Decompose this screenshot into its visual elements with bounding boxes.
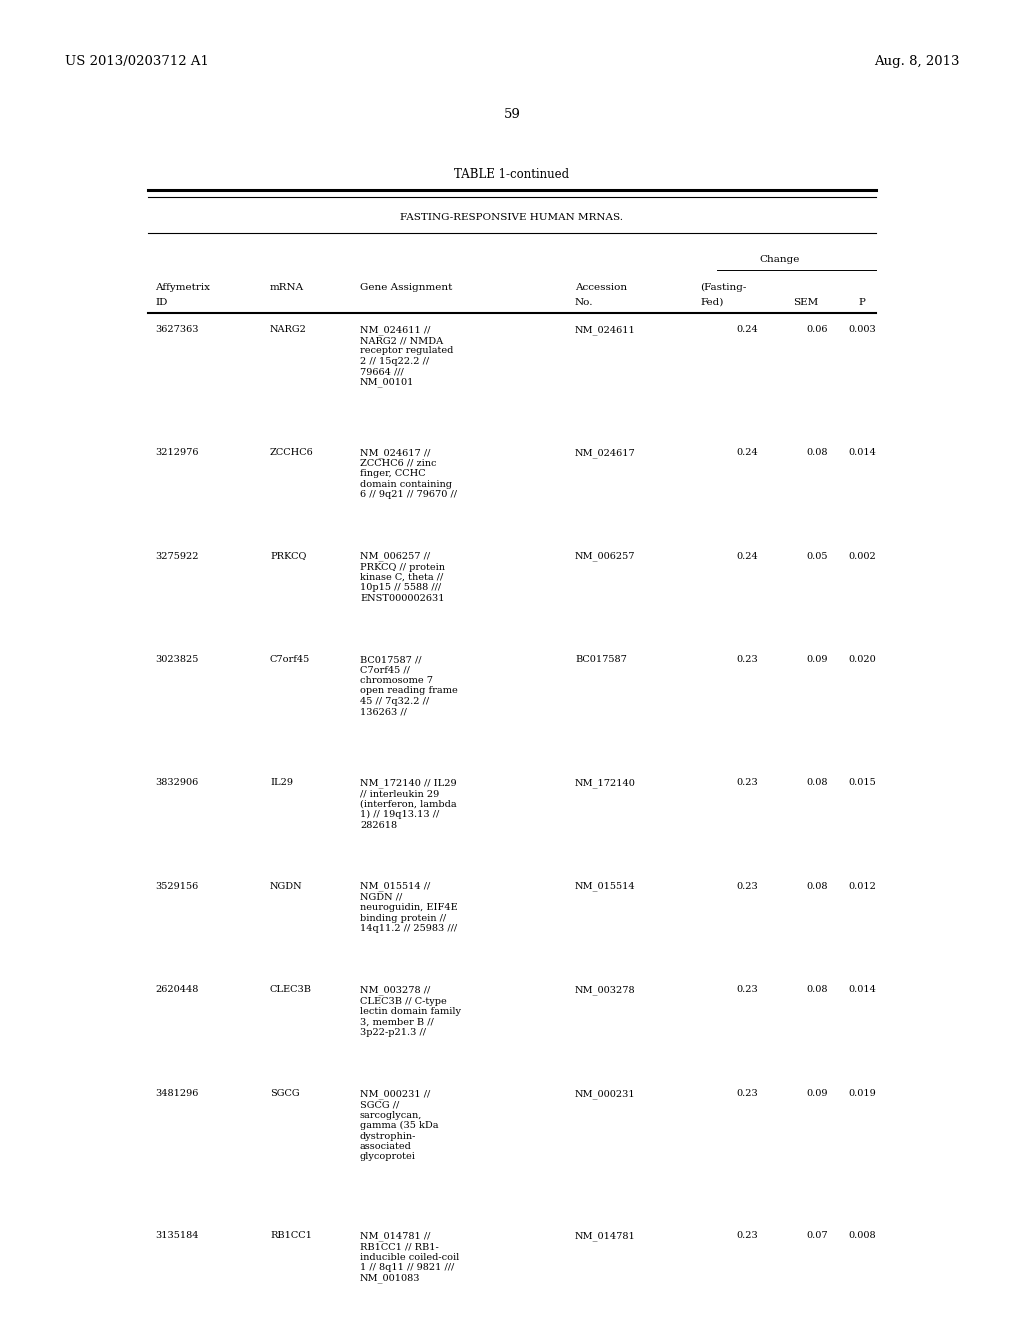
Text: 0.015: 0.015 [848,777,876,787]
Text: IL29: IL29 [270,777,293,787]
Text: 0.09: 0.09 [807,655,828,664]
Text: 2620448: 2620448 [155,986,199,994]
Text: 0.08: 0.08 [807,986,828,994]
Text: NM_024617: NM_024617 [575,447,636,458]
Text: 0.07: 0.07 [806,1232,828,1241]
Text: 3529156: 3529156 [155,882,199,891]
Text: 0.23: 0.23 [736,1089,758,1098]
Text: 0.24: 0.24 [736,552,758,561]
Text: BC017587 //
C7orf45 //
chromosome 7
open reading frame
45 // 7q32.2 //
136263 //: BC017587 // C7orf45 // chromosome 7 open… [360,655,458,717]
Text: P: P [858,298,865,308]
Text: 0.08: 0.08 [807,777,828,787]
Text: Affymetrix: Affymetrix [155,282,210,292]
Text: NM_000231: NM_000231 [575,1089,636,1098]
Text: 59: 59 [504,108,520,121]
Text: 3135184: 3135184 [155,1232,199,1241]
Text: 0.23: 0.23 [736,655,758,664]
Text: PRKCQ: PRKCQ [270,552,306,561]
Text: NM_172140: NM_172140 [575,777,636,788]
Text: NM_172140 // IL29
// interleukin 29
(interferon, lambda
1) // 19q13.13 //
282618: NM_172140 // IL29 // interleukin 29 (int… [360,777,457,829]
Text: BC017587: BC017587 [575,655,627,664]
Text: SGCG: SGCG [270,1089,300,1098]
Text: FASTING-RESPONSIVE HUMAN MRNAS.: FASTING-RESPONSIVE HUMAN MRNAS. [400,213,624,222]
Text: mRNA: mRNA [270,282,304,292]
Text: 0.23: 0.23 [736,777,758,787]
Text: 0.08: 0.08 [807,882,828,891]
Text: NM_024611 //
NARG2 // NMDA
receptor regulated
2 // 15q22.2 //
79664 ///
NM_00101: NM_024611 // NARG2 // NMDA receptor regu… [360,325,454,387]
Text: 3832906: 3832906 [155,777,199,787]
Text: 0.014: 0.014 [848,447,876,457]
Text: NM_006257: NM_006257 [575,552,636,561]
Text: Accession: Accession [575,282,627,292]
Text: NARG2: NARG2 [270,325,307,334]
Text: NM_000231 //
SGCG //
sarcoglycan,
gamma (35 kDa
dystrophin-
associated
glycoprot: NM_000231 // SGCG // sarcoglycan, gamma … [360,1089,438,1162]
Text: 0.23: 0.23 [736,986,758,994]
Text: TABLE 1-continued: TABLE 1-continued [455,168,569,181]
Text: RB1CC1: RB1CC1 [270,1232,312,1241]
Text: CLEC3B: CLEC3B [270,986,312,994]
Text: ZCCHC6: ZCCHC6 [270,447,313,457]
Text: 0.23: 0.23 [736,1232,758,1241]
Text: ID: ID [155,298,167,308]
Text: 0.012: 0.012 [848,882,876,891]
Text: NGDN: NGDN [270,882,303,891]
Text: US 2013/0203712 A1: US 2013/0203712 A1 [65,55,209,69]
Text: NM_024611: NM_024611 [575,325,636,335]
Text: NM_014781 //
RB1CC1 // RB1-
inducible coiled-coil
1 // 8q11 // 9821 ///
NM_00108: NM_014781 // RB1CC1 // RB1- inducible co… [360,1232,459,1283]
Text: 3212976: 3212976 [155,447,199,457]
Text: (Fasting-: (Fasting- [700,282,746,292]
Text: NM_015514: NM_015514 [575,882,636,891]
Text: NM_024617 //
ZCCHC6 // zinc
finger, CCHC
domain containing
6 // 9q21 // 79670 //: NM_024617 // ZCCHC6 // zinc finger, CCHC… [360,447,457,499]
Text: 3481296: 3481296 [155,1089,199,1098]
Text: No.: No. [575,298,594,308]
Text: C7orf45: C7orf45 [270,655,310,664]
Text: 0.24: 0.24 [736,325,758,334]
Text: 3275922: 3275922 [155,552,199,561]
Text: 0.05: 0.05 [807,552,828,561]
Text: 0.003: 0.003 [848,325,876,334]
Text: Gene Assignment: Gene Assignment [360,282,453,292]
Text: 0.002: 0.002 [848,552,876,561]
Text: Fed): Fed) [700,298,723,308]
Text: Change: Change [760,255,800,264]
Text: NM_003278: NM_003278 [575,986,636,995]
Text: 0.019: 0.019 [848,1089,876,1098]
Text: 0.06: 0.06 [807,325,828,334]
Text: 0.08: 0.08 [807,447,828,457]
Text: NM_015514 //
NGDN //
neuroguidin, EIF4E
binding protein //
14q11.2 // 25983 ///: NM_015514 // NGDN // neuroguidin, EIF4E … [360,882,458,933]
Text: Aug. 8, 2013: Aug. 8, 2013 [874,55,961,69]
Text: 0.09: 0.09 [807,1089,828,1098]
Text: 0.24: 0.24 [736,447,758,457]
Text: NM_006257 //
PRKCQ // protein
kinase C, theta //
10p15 // 5588 ///
ENST000002631: NM_006257 // PRKCQ // protein kinase C, … [360,552,445,603]
Text: NM_014781: NM_014781 [575,1232,636,1241]
Text: 3627363: 3627363 [155,325,199,334]
Text: SEM: SEM [793,298,818,308]
Text: 0.014: 0.014 [848,986,876,994]
Text: NM_003278 //
CLEC3B // C-type
lectin domain family
3, member B //
3p22-p21.3 //: NM_003278 // CLEC3B // C-type lectin dom… [360,986,461,1036]
Text: 0.020: 0.020 [848,655,876,664]
Text: 0.23: 0.23 [736,882,758,891]
Text: 0.008: 0.008 [848,1232,876,1241]
Text: 3023825: 3023825 [155,655,199,664]
